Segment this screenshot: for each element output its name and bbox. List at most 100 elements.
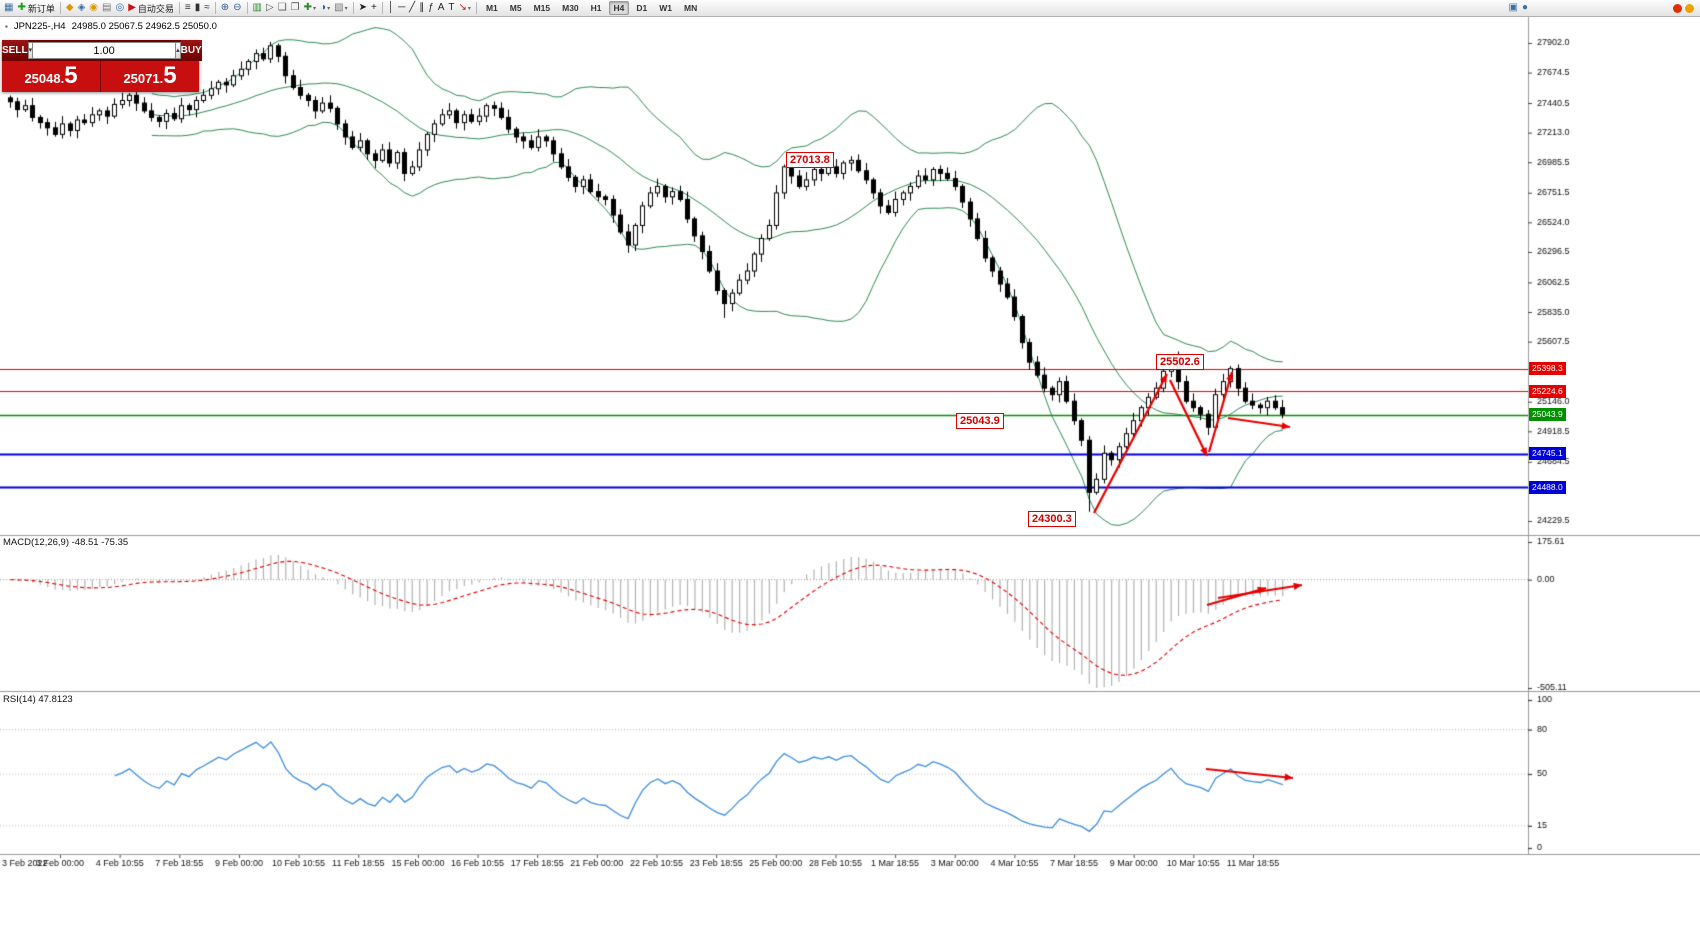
templates-button[interactable]: ▧ ▾	[332, 1, 349, 16]
navigator-button[interactable]: ◉	[87, 1, 100, 16]
new-order-icon: ✚	[17, 2, 26, 13]
price-annotation[interactable]: 24300.3	[1028, 511, 1076, 527]
volume-decrease-button[interactable]: ▾	[27, 42, 34, 59]
new-order-button[interactable]: ✚ 新订单	[15, 1, 56, 16]
timeframe-m1-button[interactable]: M1	[485, 3, 498, 13]
price-level-label: 24745.1	[1529, 447, 1566, 461]
price-annotation[interactable]: 25502.6	[1156, 354, 1204, 370]
timeframe-m15-button[interactable]: M15	[533, 3, 551, 13]
cascade-windows-icon: ❐	[290, 2, 300, 13]
cascade-windows-button[interactable]: ❐	[289, 1, 302, 16]
toolbar-separator	[59, 2, 61, 14]
line-chart-button[interactable]: ≈	[202, 1, 212, 16]
new-order-button-label: 新订单	[27, 3, 55, 14]
tile-windows-button[interactable]: ❏	[276, 1, 289, 16]
timeframe-m5-button[interactable]: M5	[509, 3, 522, 13]
chart-icon: ▪	[5, 22, 8, 31]
chat-icon: ▣	[1508, 2, 1518, 13]
timeframe-group: M1 M5 M15 M30 H1 H4 D1 W1 MN	[480, 0, 703, 16]
sell-price[interactable]: 25048. 5	[2, 61, 101, 92]
horizontal-line-button[interactable]: ─	[396, 1, 407, 16]
timeframe-d1-button[interactable]: D1	[636, 3, 648, 13]
label-icon: T	[448, 2, 455, 13]
navigator-icon: ◉	[89, 2, 98, 13]
arrows-button[interactable]: ↘ ▾	[457, 1, 473, 16]
auto-scroll-button[interactable]: ▥	[251, 1, 264, 16]
toolbar-group: ➤ + │ ─ ╱ ∥ ƒ A T ↘ ▾	[357, 0, 480, 16]
chart-symbol-label: JPN225-,H4	[13, 21, 66, 32]
new-chart-icon: ▦	[4, 2, 14, 13]
terminal-icon: ▤	[102, 2, 112, 13]
bar-chart-icon: ≡	[184, 2, 191, 13]
timeframe-w1-button[interactable]: W1	[659, 3, 673, 13]
data-window-button[interactable]: ◈	[76, 1, 88, 16]
timeframe-mn-button[interactable]: MN	[684, 3, 698, 13]
chevron-down-icon: ▾	[344, 5, 348, 12]
community-button[interactable]: ●	[1520, 1, 1530, 16]
sell-price-big-digit: 5	[64, 62, 78, 89]
chevron-down-icon: ▾	[327, 5, 331, 12]
macd-indicator-label: MACD(12,26,9) -48.51 -75.35	[3, 537, 129, 548]
chart-ohlc-values: 24985.0 25067.5 24962.5 25050.0	[71, 21, 217, 32]
trendline-button[interactable]: ╱	[407, 1, 417, 16]
chevron-down-icon: ▾	[313, 5, 317, 12]
zoom-in-icon: ⊕	[220, 2, 230, 13]
cursor-button[interactable]: ➤	[357, 1, 369, 16]
zoom-out-button[interactable]: ⊖	[231, 1, 243, 16]
vertical-line-button[interactable]: │	[386, 1, 396, 16]
timeframe-h1-button[interactable]: H1	[590, 3, 602, 13]
price-level-label: 25398.3	[1529, 362, 1566, 376]
price-level-label: 25224.6	[1529, 384, 1566, 398]
chat-button[interactable]: ▣	[1507, 1, 1520, 16]
periods-button[interactable]: ◑ ▾	[318, 1, 332, 16]
toolbar-separator	[381, 2, 383, 14]
toolbar-separator	[352, 2, 354, 14]
candlestick-chart-button[interactable]: ▮	[193, 1, 203, 16]
vertical-line-icon: │	[387, 2, 395, 13]
fibonacci-button[interactable]: ƒ	[426, 1, 436, 16]
chart-shift-icon: ▷	[266, 2, 274, 13]
auto-trading-button[interactable]: ▶ 自动交易	[126, 1, 176, 16]
sell-price-prefix: 25048.	[24, 71, 65, 86]
toolbar-separator	[214, 2, 216, 14]
chart-shift-button[interactable]: ▷	[264, 1, 276, 16]
alert-dot-orange[interactable]	[1685, 3, 1694, 13]
bar-chart-button[interactable]: ≡	[183, 1, 193, 16]
indicators-button[interactable]: ✚ ▾	[302, 1, 318, 16]
horizontal-line-icon: ─	[398, 2, 406, 13]
timeframe-h4-button[interactable]: H4	[608, 1, 630, 15]
toolbar-separator	[246, 2, 248, 14]
strategy-tester-button[interactable]: ◎	[113, 1, 126, 16]
arrows-icon: ↘	[458, 2, 467, 13]
volume-input[interactable]	[33, 42, 176, 59]
market-watch-button[interactable]: ◆	[64, 1, 76, 16]
chart-title: ▪ JPN225-,H4 24985.0 25067.5 24962.5 250…	[5, 21, 217, 32]
price-annotation[interactable]: 27013.8	[786, 152, 834, 168]
price-annotation[interactable]: 25043.9	[956, 413, 1004, 429]
auto-trading-icon: ▶	[128, 2, 136, 13]
trendline-icon: ╱	[409, 2, 416, 13]
cursor-icon: ➤	[358, 2, 367, 13]
toolbar-separator	[475, 2, 477, 14]
crosshair-button[interactable]: +	[369, 1, 379, 16]
zoom-out-icon: ⊖	[233, 2, 242, 13]
terminal-button[interactable]: ▤	[100, 1, 113, 16]
timeframe-m30-button[interactable]: M30	[562, 3, 579, 13]
rsi-indicator-label: RSI(14) 47.8123	[3, 694, 73, 705]
tile-windows-icon: ❏	[277, 2, 287, 13]
volume-increase-button[interactable]: ▴	[175, 42, 181, 59]
text-button[interactable]: A	[436, 1, 447, 16]
new-chart-button[interactable]: ▦	[2, 1, 15, 16]
community-icon: ●	[1521, 2, 1528, 13]
auto-trading-button-label: 自动交易	[137, 3, 174, 14]
sell-label: SELL	[2, 40, 28, 61]
label-button[interactable]: T	[446, 1, 456, 16]
zoom-in-button[interactable]: ⊕	[219, 1, 231, 16]
buy-price[interactable]: 25071. 5	[101, 61, 199, 92]
fibonacci-icon: ƒ	[428, 2, 434, 13]
toolbar-group: ≡ ▮ ≈ ⊕ ⊖ ▥ ▷ ❏ ❐ ✚ ▾ ◑ ▾ ▧ ▾	[183, 0, 357, 16]
channel-button[interactable]: ∥	[417, 1, 426, 16]
alert-dot-red[interactable]	[1673, 3, 1682, 13]
notification-dots	[1670, 0, 1694, 16]
